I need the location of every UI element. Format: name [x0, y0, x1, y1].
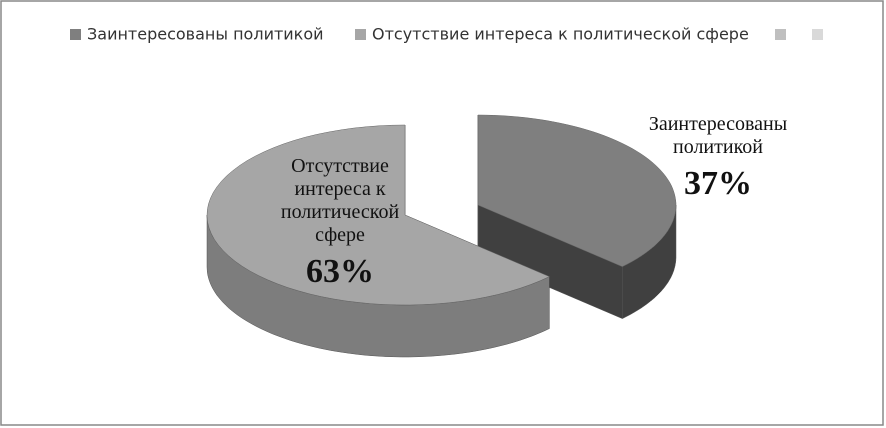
data-label-value: 37%: [684, 165, 752, 202]
legend-swatch: [70, 29, 81, 40]
legend-label: Заинтересованы политикой: [87, 25, 324, 44]
slice: [477, 114, 677, 267]
data-label-name: Заинтересованы политикой: [649, 113, 787, 158]
legend-swatch: [355, 29, 366, 40]
data-label-value: 63%: [306, 253, 374, 290]
data-label-name: Отсутствие интереса к политической сфере: [281, 155, 400, 246]
slice: [206, 124, 550, 306]
legend-label: Отсутствие интереса к политической сфере: [372, 25, 749, 44]
legend-swatch: [812, 29, 823, 40]
legend-swatch: [775, 29, 786, 40]
